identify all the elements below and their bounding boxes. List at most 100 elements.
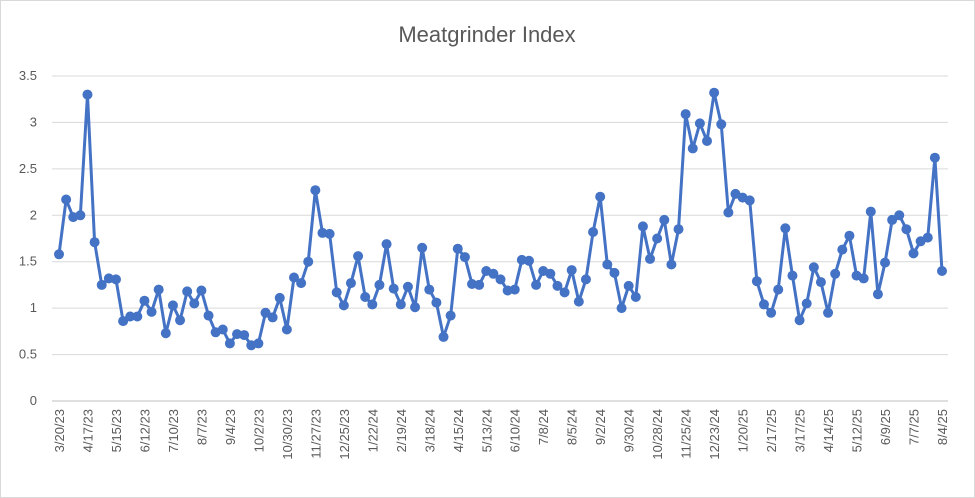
data-point bbox=[887, 214, 898, 225]
data-point bbox=[758, 299, 769, 310]
data-point bbox=[310, 185, 321, 196]
data-point bbox=[296, 278, 307, 289]
data-point bbox=[559, 287, 570, 298]
data-points bbox=[54, 87, 947, 351]
data-point bbox=[702, 136, 713, 146]
data-point bbox=[139, 295, 150, 306]
data-point bbox=[523, 255, 534, 266]
x-tick-label: 6/9/25 bbox=[878, 409, 893, 445]
chart-title: Meatgrinder Index bbox=[398, 22, 575, 47]
x-tick-label: 1/22/24 bbox=[365, 409, 380, 452]
x-tick-label: 7/10/23 bbox=[166, 409, 181, 452]
data-point bbox=[901, 224, 912, 235]
data-point bbox=[160, 328, 171, 339]
data-point bbox=[709, 87, 720, 98]
x-tick-label: 12/23/24 bbox=[707, 409, 722, 460]
data-point bbox=[659, 214, 670, 225]
data-point bbox=[894, 210, 905, 221]
data-point bbox=[374, 279, 385, 290]
x-tick-label: 1/20/25 bbox=[736, 409, 751, 452]
x-tick-label: 4/17/23 bbox=[80, 409, 95, 452]
x-tick-label: 5/12/25 bbox=[850, 409, 865, 452]
data-point bbox=[459, 252, 470, 263]
data-point bbox=[673, 224, 684, 235]
data-point bbox=[424, 284, 435, 295]
data-point bbox=[694, 118, 705, 129]
x-tick-label: 12/25/23 bbox=[337, 409, 352, 460]
data-point bbox=[253, 338, 264, 349]
data-point bbox=[367, 299, 378, 310]
data-point bbox=[189, 298, 200, 309]
data-point bbox=[588, 227, 599, 237]
data-point bbox=[438, 331, 449, 342]
data-point bbox=[267, 312, 278, 323]
data-point bbox=[595, 191, 606, 202]
x-tick-label: 3/17/25 bbox=[793, 409, 808, 452]
data-point bbox=[645, 253, 656, 264]
data-point bbox=[751, 276, 762, 287]
data-point bbox=[908, 248, 919, 259]
data-point bbox=[82, 89, 93, 100]
x-tick-label: 5/15/23 bbox=[109, 409, 124, 452]
data-point bbox=[175, 315, 186, 326]
data-point bbox=[652, 233, 663, 244]
x-tick-label: 4/14/25 bbox=[821, 409, 836, 452]
gridlines bbox=[52, 75, 948, 356]
y-tick-label: 1 bbox=[30, 300, 37, 315]
x-tick-label: 2/19/24 bbox=[394, 409, 409, 452]
data-point bbox=[495, 274, 506, 285]
y-tick-label: 0.5 bbox=[19, 347, 37, 362]
data-point bbox=[716, 119, 727, 130]
x-tick-label: 10/28/24 bbox=[650, 409, 665, 460]
x-tick-label: 9/30/24 bbox=[622, 409, 637, 452]
y-tick-label: 0 bbox=[30, 393, 37, 408]
data-point bbox=[54, 249, 64, 260]
data-point bbox=[281, 324, 292, 335]
x-tick-label: 4/15/24 bbox=[451, 409, 466, 452]
data-point bbox=[687, 143, 698, 154]
x-tick-label: 2/17/25 bbox=[764, 409, 779, 452]
data-point bbox=[616, 303, 627, 314]
data-point bbox=[666, 259, 677, 270]
data-point bbox=[260, 307, 271, 318]
data-point bbox=[609, 267, 620, 278]
data-point bbox=[146, 306, 157, 317]
x-tick-label: 8/5/24 bbox=[565, 409, 580, 445]
data-point bbox=[239, 330, 250, 341]
data-point bbox=[787, 270, 798, 281]
x-tick-label: 9/2/24 bbox=[593, 409, 608, 445]
data-point bbox=[274, 292, 285, 303]
x-tick-label: 3/18/24 bbox=[422, 409, 437, 452]
data-point bbox=[872, 289, 883, 300]
x-tick-label: 10/2/23 bbox=[251, 409, 266, 452]
data-point bbox=[566, 265, 577, 276]
x-tick-label: 9/4/23 bbox=[223, 409, 238, 445]
data-point bbox=[680, 109, 691, 120]
data-point bbox=[345, 278, 356, 289]
x-tick-label: 7/8/24 bbox=[536, 409, 551, 445]
data-point bbox=[531, 279, 542, 290]
x-tick-label: 11/25/24 bbox=[679, 409, 694, 459]
data-point bbox=[395, 299, 406, 310]
data-point bbox=[410, 302, 421, 313]
x-tick-label: 11/27/23 bbox=[308, 409, 323, 459]
data-point bbox=[880, 257, 891, 268]
data-point bbox=[488, 268, 499, 279]
data-point bbox=[61, 194, 72, 205]
data-point bbox=[167, 300, 178, 311]
data-point bbox=[630, 292, 641, 302]
y-axis-tick-labels: 0 0.5 1 1.5 2 2.5 3 3.5 bbox=[19, 68, 37, 408]
data-point bbox=[182, 286, 193, 297]
data-point bbox=[837, 244, 848, 255]
data-point bbox=[96, 279, 107, 290]
data-point bbox=[331, 287, 342, 298]
data-point bbox=[338, 300, 349, 311]
data-point bbox=[552, 280, 563, 291]
data-point bbox=[217, 324, 228, 335]
data-point bbox=[815, 277, 826, 288]
y-tick-label: 1.5 bbox=[19, 254, 37, 269]
data-point bbox=[388, 283, 399, 294]
data-point bbox=[360, 292, 371, 302]
data-point bbox=[153, 284, 164, 295]
